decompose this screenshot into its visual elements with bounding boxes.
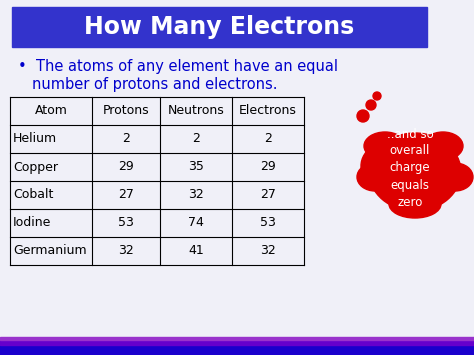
- Text: Helium: Helium: [13, 132, 57, 146]
- Text: 27: 27: [260, 189, 276, 202]
- Circle shape: [366, 100, 376, 110]
- Text: Copper: Copper: [13, 160, 58, 174]
- Ellipse shape: [369, 133, 461, 211]
- Bar: [12, 7, 427, 47]
- Circle shape: [373, 92, 381, 100]
- Text: Protons: Protons: [103, 104, 149, 118]
- Text: Cobalt: Cobalt: [13, 189, 54, 202]
- Text: Germanium: Germanium: [13, 245, 87, 257]
- Text: 32: 32: [260, 245, 276, 257]
- Text: 2: 2: [264, 132, 272, 146]
- Text: 32: 32: [118, 245, 134, 257]
- Bar: [0, 340, 474, 345]
- Text: Iodine: Iodine: [13, 217, 51, 229]
- Text: Electrons: Electrons: [239, 104, 297, 118]
- Ellipse shape: [423, 132, 463, 160]
- Text: 35: 35: [188, 160, 204, 174]
- Text: Neutrons: Neutrons: [168, 104, 224, 118]
- Circle shape: [357, 110, 369, 122]
- Text: 2: 2: [192, 132, 200, 146]
- Text: 29: 29: [260, 160, 276, 174]
- Text: •  The atoms of any element have an equal: • The atoms of any element have an equal: [18, 59, 338, 74]
- Text: Atom: Atom: [35, 104, 67, 118]
- Text: How Many Electrons: How Many Electrons: [84, 15, 355, 39]
- Text: 53: 53: [260, 217, 276, 229]
- Text: 2: 2: [122, 132, 130, 146]
- Text: 27: 27: [118, 189, 134, 202]
- Ellipse shape: [364, 132, 406, 160]
- Bar: [0, 337, 474, 340]
- Bar: [0, 345, 474, 355]
- Text: 29: 29: [118, 160, 134, 174]
- Text: 53: 53: [118, 217, 134, 229]
- Text: 41: 41: [188, 245, 204, 257]
- Text: 74: 74: [188, 217, 204, 229]
- Text: number of protons and electrons.: number of protons and electrons.: [32, 77, 277, 92]
- Text: ..and so
overall
charge
equals
zero: ..and so overall charge equals zero: [387, 127, 433, 208]
- Text: 32: 32: [188, 189, 204, 202]
- Ellipse shape: [361, 136, 449, 196]
- Ellipse shape: [437, 163, 473, 191]
- Ellipse shape: [357, 163, 393, 191]
- Ellipse shape: [389, 190, 441, 218]
